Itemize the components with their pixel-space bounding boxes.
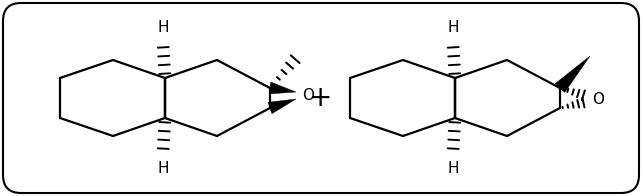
Polygon shape — [268, 99, 296, 114]
Text: H: H — [447, 20, 459, 35]
Text: +: + — [309, 84, 333, 112]
Text: H: H — [157, 161, 169, 176]
Polygon shape — [269, 82, 296, 94]
Polygon shape — [555, 56, 590, 93]
Text: O: O — [302, 89, 314, 103]
FancyBboxPatch shape — [3, 3, 639, 193]
Text: H: H — [157, 20, 169, 35]
Text: H: H — [447, 161, 459, 176]
Text: O: O — [592, 93, 604, 107]
